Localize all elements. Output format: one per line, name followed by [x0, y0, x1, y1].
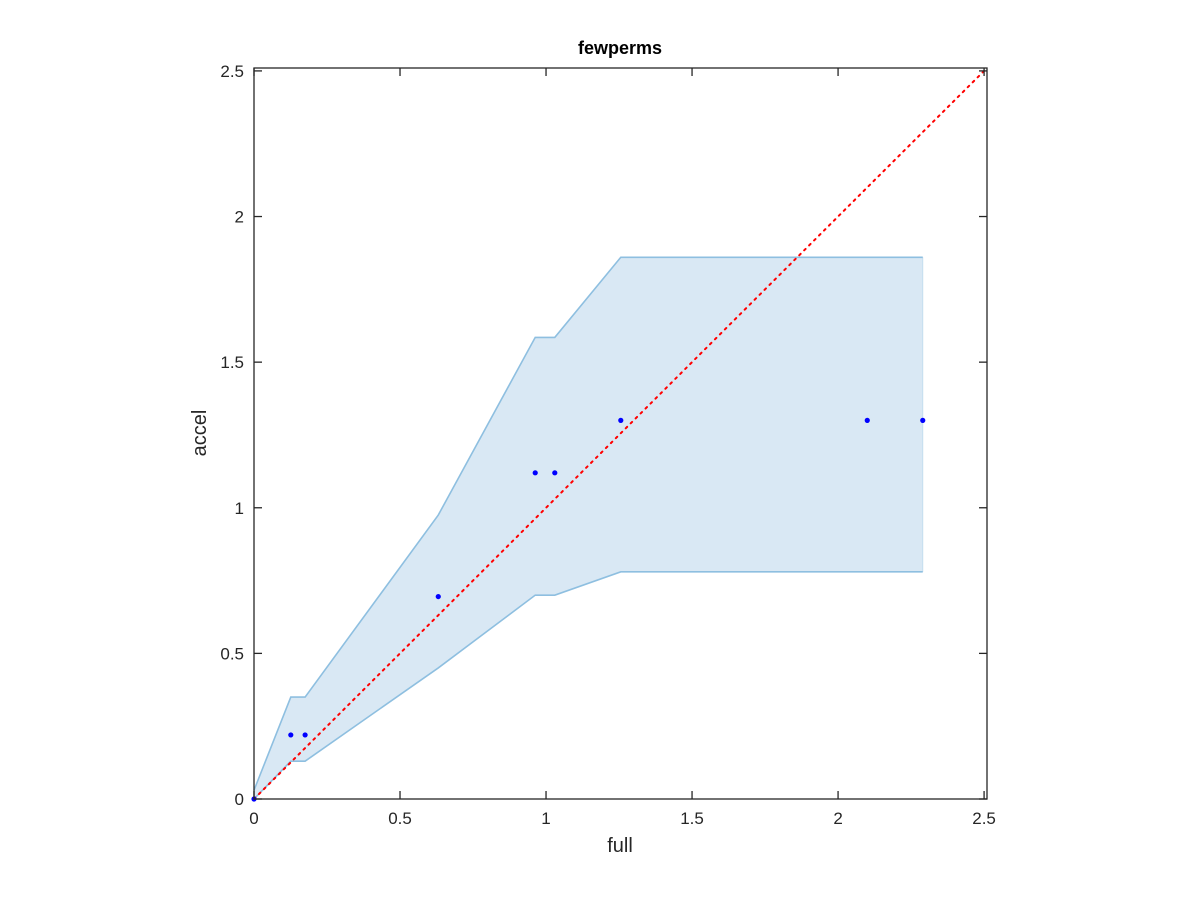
band-upper-edge [253, 256, 923, 791]
y-tick-label: 2 [235, 208, 244, 227]
y-axis-ticks: 0 0.5 1 1.5 2 2.5 [220, 62, 987, 809]
band-lower-edge [253, 571, 923, 800]
y-tick-label: 2.5 [220, 62, 244, 81]
x-tick-label: 1 [541, 809, 550, 828]
plot-area: 0 0.5 1 1.5 2 2.5 0 0.5 1 1.5 2 2.5 [220, 62, 996, 828]
x-tick-label: 0 [249, 809, 258, 828]
x-tick-label: 0.5 [388, 809, 412, 828]
data-point [618, 417, 624, 423]
identity-line [253, 67, 988, 800]
y-tick-label: 1.5 [220, 353, 244, 372]
data-point [552, 470, 558, 476]
reference-line [253, 67, 988, 800]
band-fill [254, 257, 923, 799]
confidence-band [253, 256, 924, 800]
data-point [532, 470, 538, 476]
y-tick-label: 0 [235, 790, 244, 809]
axes-box [253, 67, 988, 800]
y-tick-label: 1 [235, 499, 244, 518]
y-axis-label: accel [189, 410, 211, 457]
data-point [302, 732, 308, 738]
data-points [251, 417, 926, 802]
x-tick-label: 2 [833, 809, 842, 828]
x-tick-label: 1.5 [680, 809, 704, 828]
y-tick-label: 0.5 [220, 644, 244, 663]
data-point [864, 417, 870, 423]
x-axis-label: full [607, 835, 633, 857]
data-point [288, 732, 294, 738]
x-tick-label: 2.5 [972, 809, 996, 828]
x-axis-ticks: 0 0.5 1 1.5 2 2.5 [249, 68, 996, 828]
data-point [920, 417, 926, 423]
chart-title: fewperms [578, 38, 662, 58]
data-point [435, 593, 441, 600]
